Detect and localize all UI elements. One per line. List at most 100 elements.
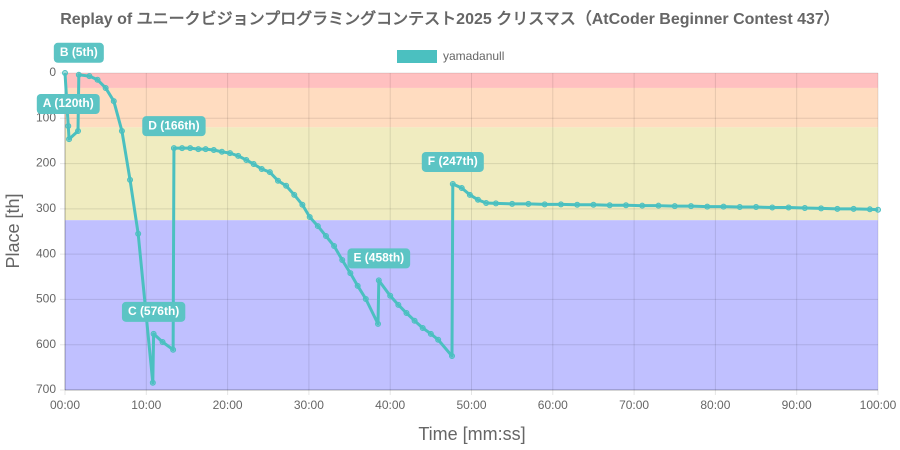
point [210,146,217,153]
point [331,242,338,249]
point [753,204,760,211]
annotation-box [421,151,484,172]
annotation-box [53,42,104,63]
x-tick-label: 20:00 [213,398,243,412]
y-tick-label: 200 [36,156,56,170]
point [704,203,711,210]
point [688,203,695,210]
point [179,145,186,152]
annotation-box [142,116,206,137]
point [590,201,597,208]
point [875,206,881,213]
point [458,185,465,192]
chart-title: Replay of ユニークビジョンプログラミングコンテスト2025 クリスマス… [60,9,840,28]
point [449,180,456,187]
point [150,330,157,337]
x-tick-label: 70:00 [619,398,649,412]
point [75,127,82,134]
x-tick-label: 60:00 [538,398,568,412]
point [65,122,72,129]
point [834,205,841,212]
point [187,145,194,152]
point [149,379,156,386]
point [574,201,581,208]
point [492,200,499,207]
point [127,176,134,183]
point [202,146,209,153]
point [170,346,177,353]
point [419,324,426,331]
legend-swatch [397,50,437,63]
point [250,161,257,168]
point [110,98,117,105]
point [314,223,321,230]
annotation: C (576th) [121,301,186,322]
point [362,295,369,302]
point [448,353,455,360]
x-tick-label: 50:00 [456,398,486,412]
annotation-box [36,93,100,114]
rank-band [65,73,878,88]
point [850,205,857,212]
point [94,76,101,83]
x-tick-label: 30:00 [294,398,324,412]
point [435,336,442,343]
x-axis-title: Time [mm:ss] [418,424,525,444]
point [102,84,109,91]
point [258,166,265,173]
annotation-label: F (247th) [428,154,478,168]
annotation-label: D (166th) [148,118,199,132]
point [243,156,250,163]
y-tick-label: 0 [49,65,56,79]
point [86,73,93,80]
point [62,70,68,76]
annotation-box [347,248,411,269]
point [639,202,646,209]
annotation-label: B (5th) [60,45,98,59]
annotation: E (458th) [347,248,411,269]
point [427,330,434,337]
point [266,169,273,176]
annotation-box [121,301,186,322]
point [283,182,290,189]
x-tick-label: 00:00 [50,398,80,412]
point [785,204,792,211]
point [622,202,629,209]
point [195,146,202,153]
point [375,277,382,284]
point [655,202,662,209]
point [375,320,382,327]
point [395,301,402,308]
point [403,310,410,317]
annotation: F (247th) [421,151,484,172]
point [541,201,548,208]
point [275,177,282,184]
y-tick-label: 600 [36,337,56,351]
x-tick-label: 100:00 [860,398,897,412]
point [866,206,873,213]
y-tick-label: 400 [36,246,56,260]
point [483,199,490,206]
annotation: D (166th) [142,116,206,137]
annotation-label: C (576th) [128,304,179,318]
point [736,204,743,211]
point [354,282,361,289]
point [66,136,73,143]
point [720,203,727,210]
point [170,145,177,152]
point [235,152,242,159]
point [347,270,354,277]
point [135,230,142,237]
point [387,292,394,299]
y-tick-label: 700 [36,382,56,396]
point [769,204,776,211]
y-axis-title: Place [th] [3,193,23,268]
point [818,205,825,212]
annotation: A (120th) [36,93,100,114]
point [509,200,516,207]
y-tick-label: 500 [36,292,56,306]
annotation-label: E (458th) [353,251,404,265]
point [411,317,418,324]
point [339,257,346,264]
